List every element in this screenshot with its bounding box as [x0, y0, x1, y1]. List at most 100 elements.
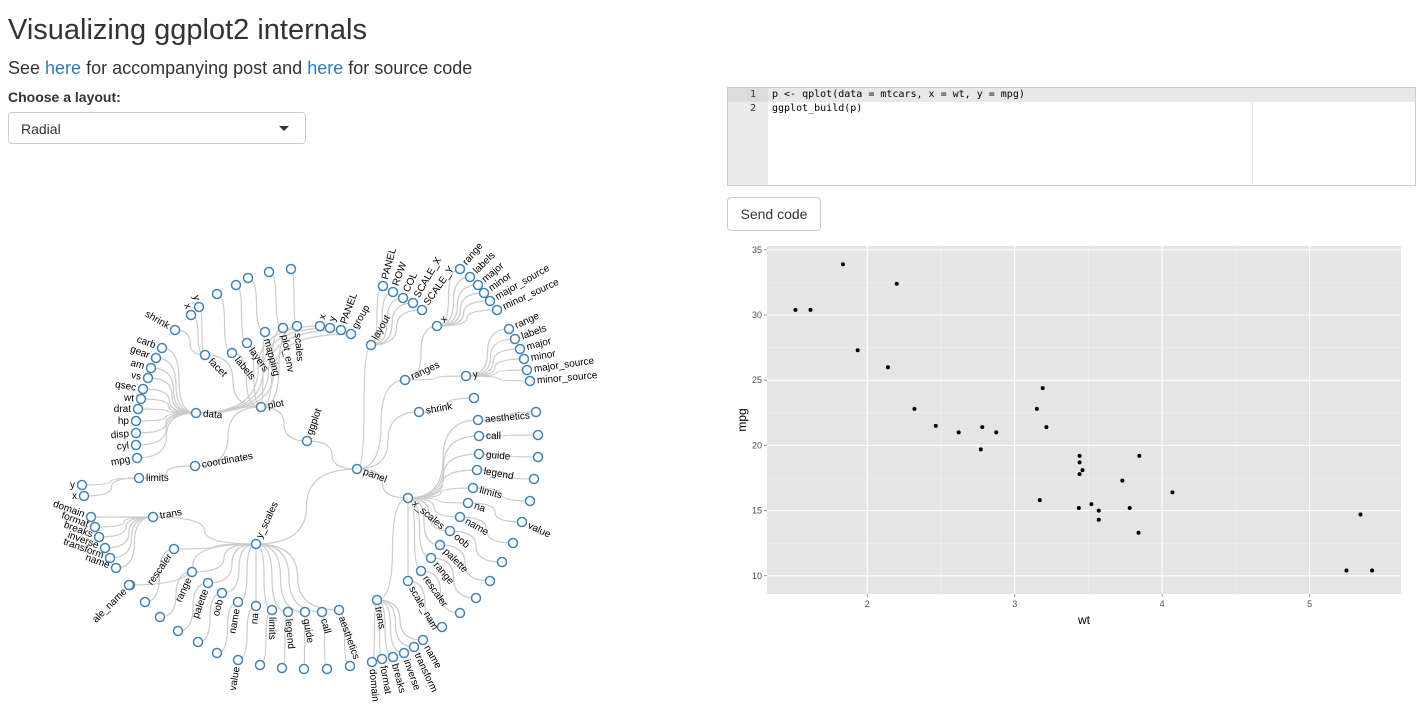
tree-node[interactable]	[507, 537, 519, 549]
tree-node[interactable]	[371, 594, 383, 606]
tree-node[interactable]	[89, 521, 101, 533]
tree-node[interactable]	[250, 600, 262, 612]
tree-node[interactable]	[168, 543, 180, 555]
tree-node[interactable]	[444, 525, 456, 537]
tree-node[interactable]	[189, 460, 201, 472]
tree-node[interactable]	[145, 362, 157, 374]
tree-node[interactable]	[468, 392, 480, 404]
tree-node[interactable]	[387, 286, 399, 298]
code-editor[interactable]: 1 2 p <- qplot(data = mtcars, x = wt, y …	[727, 87, 1416, 186]
tree-node[interactable]	[454, 263, 466, 275]
tree-node[interactable]	[285, 263, 297, 275]
tree-node[interactable]	[241, 337, 253, 349]
tree-node[interactable]	[335, 324, 347, 336]
tree-node[interactable]	[135, 393, 147, 405]
tree-node[interactable]	[316, 606, 328, 618]
post-link[interactable]: here	[45, 58, 82, 78]
code-line[interactable]: ggplot_build(p)	[772, 103, 863, 114]
tree-node[interactable]	[169, 324, 181, 336]
tree-node[interactable]	[130, 439, 142, 451]
tree-node[interactable]	[399, 374, 411, 386]
tree-node[interactable]	[425, 552, 437, 564]
tree-node[interactable]	[473, 448, 485, 460]
tree-node[interactable]	[398, 647, 410, 659]
tree-node[interactable]	[415, 565, 427, 577]
tree-node[interactable]	[199, 349, 211, 361]
tree-node[interactable]	[139, 596, 151, 608]
tree-node[interactable]	[521, 364, 533, 376]
tree-node[interactable]	[365, 339, 377, 351]
tree-node[interactable]	[532, 429, 544, 441]
tree-node[interactable]	[130, 415, 142, 427]
tree-node[interactable]	[250, 538, 262, 550]
tree-node[interactable]	[137, 383, 149, 395]
tree-node[interactable]	[407, 297, 419, 309]
tree-node[interactable]	[478, 287, 490, 299]
tree-node[interactable]	[190, 407, 202, 419]
tree-node[interactable]	[464, 271, 476, 283]
tree-node[interactable]	[532, 451, 544, 463]
tree-node[interactable]	[85, 511, 97, 523]
tree-node[interactable]	[454, 607, 466, 619]
tree-node[interactable]	[472, 414, 484, 426]
tree-node[interactable]	[211, 647, 223, 659]
tree-node[interactable]	[473, 430, 485, 442]
tree-node[interactable]	[259, 326, 271, 338]
tree-node[interactable]	[99, 542, 111, 554]
tree-node[interactable]	[417, 634, 429, 646]
tree-node[interactable]	[110, 562, 122, 574]
tree-node[interactable]	[324, 322, 336, 334]
tree-node[interactable]	[266, 604, 278, 616]
tree-node[interactable]	[150, 352, 162, 364]
tree-node[interactable]	[472, 279, 484, 291]
tree-node[interactable]	[211, 288, 223, 300]
tree-node[interactable]	[185, 309, 197, 321]
source-code-link[interactable]: here	[307, 58, 344, 78]
tree-node[interactable]	[123, 579, 135, 591]
tree-node[interactable]	[202, 577, 214, 589]
tree-node[interactable]	[376, 653, 388, 665]
tree-node[interactable]	[402, 575, 414, 587]
tree-node[interactable]	[402, 492, 414, 504]
tree-node[interactable]	[366, 656, 378, 668]
tree-node[interactable]	[104, 552, 116, 564]
tree-node[interactable]	[131, 452, 143, 464]
tree-node[interactable]	[291, 320, 303, 332]
tree-node[interactable]	[276, 662, 288, 674]
tree-node[interactable]	[470, 592, 482, 604]
tree-node[interactable]	[216, 587, 228, 599]
tree-node[interactable]	[130, 427, 142, 439]
tree-node[interactable]	[397, 292, 409, 304]
tree-node[interactable]	[344, 660, 356, 672]
tree-node[interactable]	[132, 403, 144, 415]
send-code-button[interactable]: Send code	[727, 197, 821, 231]
tree-node[interactable]	[172, 625, 184, 637]
tree-node[interactable]	[387, 651, 399, 663]
tree-node[interactable]	[514, 343, 526, 355]
tree-node[interactable]	[154, 611, 166, 623]
tree-node[interactable]	[333, 604, 345, 616]
tree-node[interactable]	[524, 375, 536, 387]
tree-node[interactable]	[76, 479, 88, 491]
tree-node[interactable]	[255, 401, 267, 413]
tree-node[interactable]	[147, 511, 159, 523]
tree-node[interactable]	[321, 663, 333, 675]
tree-node[interactable]	[460, 370, 472, 382]
tree-node[interactable]	[301, 435, 313, 447]
tree-node[interactable]	[471, 464, 483, 476]
tree-node[interactable]	[530, 406, 542, 418]
tree-node[interactable]	[413, 406, 425, 418]
tree-node[interactable]	[230, 279, 242, 291]
tree-node[interactable]	[232, 596, 244, 608]
tree-node[interactable]	[133, 472, 145, 484]
tree-node[interactable]	[518, 353, 530, 365]
layout-select[interactable]: Radial	[8, 112, 306, 144]
tree-node[interactable]	[254, 659, 266, 671]
tree-node[interactable]	[528, 473, 540, 485]
tree-node[interactable]	[142, 372, 154, 384]
tree-node[interactable]	[503, 323, 515, 335]
tree-node[interactable]	[516, 516, 528, 528]
editor-code[interactable]: p <- qplot(data = mtcars, x = wt, y = mp…	[768, 88, 1415, 116]
code-line[interactable]: p <- qplot(data = mtcars, x = wt, y = mp…	[768, 88, 1415, 102]
tree-node[interactable]	[431, 320, 443, 332]
